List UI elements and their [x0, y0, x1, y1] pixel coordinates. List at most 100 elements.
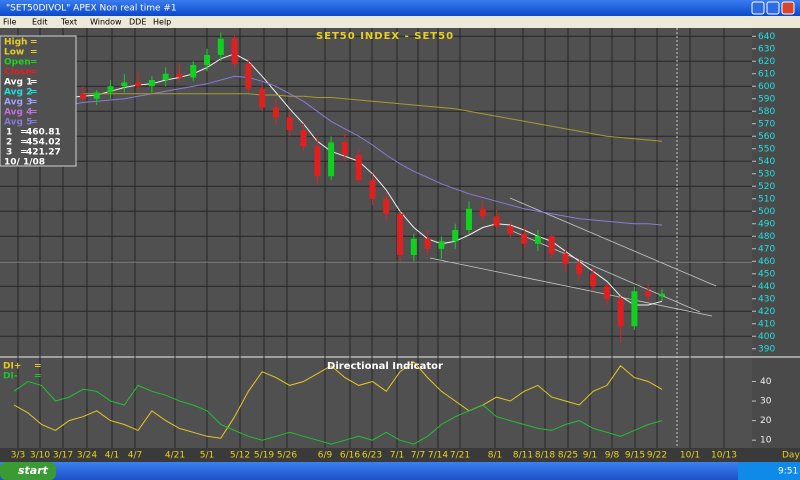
info-text: Avg 5: [4, 118, 32, 128]
x-tick-label: 10/1: [680, 451, 700, 461]
y-tick-label: 560: [758, 132, 775, 142]
price-panel: [0, 28, 752, 356]
candle-body: [217, 38, 224, 55]
menu-item[interactable]: File: [3, 18, 16, 27]
x-tick-label: 5/19: [254, 451, 274, 461]
info-text: 1: [6, 128, 12, 138]
candle-body: [383, 198, 390, 214]
y-tick-label: 540: [758, 157, 775, 167]
x-tick-label: 7/14: [428, 451, 448, 461]
candle-body: [341, 142, 348, 155]
menu-item[interactable]: Edit: [32, 18, 48, 27]
info-text: =: [30, 68, 38, 78]
info-text: =: [20, 148, 28, 158]
y-tick-label: 620: [758, 57, 775, 67]
indicator-y-tick-label: 30: [760, 397, 772, 407]
info-text: =: [30, 118, 38, 128]
info-text: Avg 3: [4, 98, 32, 108]
moving-average-line: [69, 75, 663, 226]
candle-body: [355, 155, 362, 180]
candle-body: [369, 180, 376, 199]
minimize-button[interactable]: [751, 1, 765, 15]
x-tick-label: 6/9: [318, 451, 333, 461]
legend-label: DI-: [3, 372, 18, 382]
y-tick-label: 410: [758, 319, 775, 329]
info-text: 2: [6, 138, 12, 148]
y-tick-label: 600: [758, 82, 775, 92]
y-tick-label: 450: [758, 269, 775, 279]
indicator-y-tick-label: 40: [760, 377, 772, 387]
x-tick-label: 3/24: [77, 451, 97, 461]
close-button[interactable]: [781, 1, 795, 15]
chart-title: SET50 INDEX - SET50: [316, 31, 454, 42]
candle-body: [410, 238, 417, 255]
start-button[interactable]: [0, 462, 56, 480]
y-tick-label: 580: [758, 107, 775, 117]
candle-body: [148, 80, 155, 87]
info-text: =: [30, 108, 38, 118]
info-text: Avg 1: [4, 78, 32, 88]
info-text: =: [30, 88, 38, 98]
x-tick-label: 7/21: [450, 451, 470, 461]
info-text: 421.27: [26, 148, 61, 158]
candle-body: [534, 236, 541, 244]
x-tick-label: 3/10: [30, 451, 50, 461]
info-text: Open: [4, 58, 31, 68]
x-tick-label: 5/12: [230, 451, 250, 461]
trend-line-mid: [509, 229, 701, 313]
date-axis-row: [0, 448, 800, 462]
price-axis-panel: [752, 28, 800, 448]
x-tick-label: 7/1: [390, 451, 404, 461]
x-tick-label: 4/7: [128, 451, 142, 461]
candle-body: [576, 263, 583, 274]
info-text: =: [30, 58, 38, 68]
x-tick-label: 4/1: [105, 451, 119, 461]
info-text: Avg 4: [4, 108, 32, 118]
indicator-title: Directional Indicator: [327, 361, 443, 372]
info-rows: High =Low =Open =Close=Avg 1=Avg 2=Avg 3=Av…: [4, 38, 61, 168]
x-tick-label: 8/11: [513, 451, 533, 461]
info-text: =: [20, 128, 28, 138]
x-tick-label: 10/13: [711, 451, 737, 461]
menu-item[interactable]: Text: [60, 18, 77, 27]
candle-body: [286, 117, 293, 130]
x-tick-label: 5/1: [200, 451, 214, 461]
x-tick-label: 8/25: [558, 451, 578, 461]
candle-body: [562, 253, 569, 264]
candle-body: [204, 55, 211, 65]
y-tick-label: 400: [758, 332, 775, 342]
y-tick-label: 480: [758, 232, 775, 242]
candle-body: [397, 213, 404, 255]
maximize-button[interactable]: [766, 1, 780, 15]
y-tick-label: 550: [758, 144, 775, 154]
menu-item[interactable]: Window: [90, 18, 122, 27]
info-text: 3: [6, 148, 12, 158]
candle-body: [659, 293, 665, 297]
y-tick-label: 390: [758, 344, 775, 354]
menu-item[interactable]: Help: [153, 18, 171, 27]
x-tick-label: 9/8: [605, 451, 620, 461]
x-tick-label: 6/23: [362, 451, 382, 461]
x-tick-label: 3/3: [11, 451, 25, 461]
indicator-line: [13, 380, 663, 445]
indicator-y-tick-label: 10: [760, 436, 772, 446]
candle-body: [245, 63, 252, 89]
info-text: 460.81: [26, 128, 61, 138]
candle-body: [231, 38, 238, 64]
info-text: Low: [4, 48, 24, 58]
x-tick-label: 5/26: [277, 451, 297, 461]
candle-body: [438, 241, 445, 249]
candle-body: [300, 130, 307, 147]
info-text: =: [30, 38, 38, 48]
x-tick-label: 3/17: [53, 451, 73, 461]
candle-body: [93, 92, 100, 99]
menu-item[interactable]: DDE: [129, 18, 146, 27]
candle-body: [79, 93, 86, 99]
y-tick-label: 460: [758, 257, 775, 267]
tray: [738, 462, 800, 480]
candle-body: [135, 82, 142, 87]
grid: 640 630 620 610 600 590 580 570 560 550 540 530 520 5…: [0, 28, 775, 461]
start-label: start: [18, 464, 49, 477]
candle-body: [631, 291, 638, 327]
clock: 9:51: [778, 467, 798, 477]
